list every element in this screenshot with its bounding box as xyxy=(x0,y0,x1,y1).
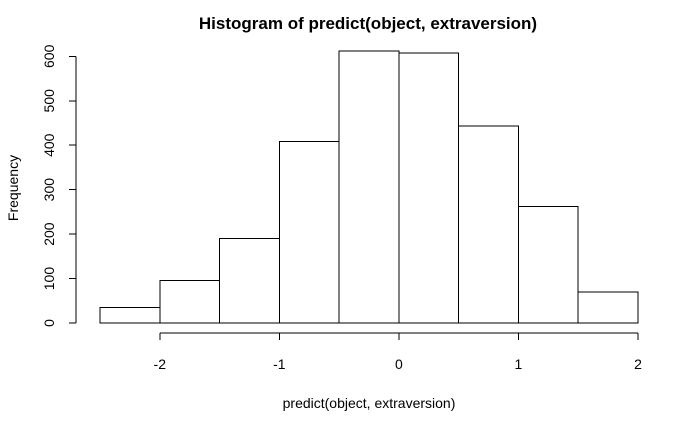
y-axis: 0 100 200 300 400 500 600 xyxy=(41,44,77,327)
histogram-bar-5 xyxy=(338,50,400,324)
x-tick-label: -2 xyxy=(154,356,167,372)
y-tick-label: 200 xyxy=(41,222,57,246)
y-axis-label: Frequency xyxy=(5,155,21,221)
y-tick-label: 500 xyxy=(41,89,57,113)
histogram-bar-4 xyxy=(278,141,340,324)
histogram-bar-1 xyxy=(99,306,161,324)
x-axis-label: predict(object, extraversion) xyxy=(283,395,456,411)
y-tick-label: 300 xyxy=(41,178,57,202)
chart-title: Histogram of predict(object, extraversio… xyxy=(199,14,537,33)
histogram-bar-6 xyxy=(398,52,460,324)
histogram-bar-9 xyxy=(577,291,639,324)
x-tick-label: -1 xyxy=(273,356,286,372)
histogram-bar-3 xyxy=(219,238,280,324)
x-tick-label: 1 xyxy=(515,356,523,372)
histogram-bar-8 xyxy=(517,206,579,324)
y-tick-label: 400 xyxy=(41,133,57,157)
y-tick-label: 100 xyxy=(41,267,57,291)
histogram-bar-2 xyxy=(159,279,221,324)
x-tick-label: 2 xyxy=(634,356,642,372)
x-tick-label: 0 xyxy=(395,356,403,372)
x-axis: -2 -1 0 1 2 xyxy=(154,332,642,372)
histogram-bars xyxy=(99,50,639,324)
histogram-bar-7 xyxy=(458,125,519,324)
y-tick-label: 0 xyxy=(41,319,57,327)
y-tick-label: 600 xyxy=(41,44,57,68)
